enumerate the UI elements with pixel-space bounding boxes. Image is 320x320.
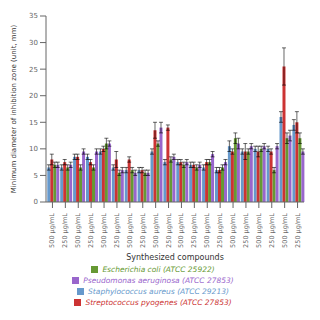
svg-text:35: 35 — [29, 12, 38, 20]
svg-text:500 µg/mL: 500 µg/mL — [100, 213, 108, 248]
svg-text:Synthesized compounds: Synthesized compounds — [126, 253, 224, 262]
svg-text:250 µg/mL: 250 µg/mL — [165, 213, 173, 248]
svg-text:250 µg/mL: 250 µg/mL — [242, 213, 250, 248]
svg-text:500 µg/mL: 500 µg/mL — [203, 213, 211, 248]
svg-text:30: 30 — [29, 39, 38, 47]
svg-text:20: 20 — [29, 92, 38, 100]
html-text:Streptococcus pyogenes (ATCC 2: Streptococcus pyogenes (ATCC 27853) — [85, 298, 232, 307]
svg-text:500 µg/mL: 500 µg/mL — [281, 213, 289, 248]
svg-text:10: 10 — [29, 145, 38, 153]
svg-text:250 µg/mL: 250 µg/mL — [87, 213, 95, 248]
svg-text:15: 15 — [29, 119, 38, 127]
svg-text:250 µg/mL: 250 µg/mL — [113, 213, 121, 248]
svg-text:500 µg/mL: 500 µg/mL — [177, 213, 185, 248]
svg-text:250 µg/mL: 250 µg/mL — [268, 213, 276, 248]
svg-text:500 µg/mL: 500 µg/mL — [255, 213, 263, 248]
svg-text:500 µg/mL: 500 µg/mL — [229, 213, 237, 248]
svg-text:500 µg/mL: 500 µg/mL — [48, 213, 56, 248]
html-text:Pseudomonas aeruginosa (ATCC 2: Pseudomonas aeruginosa (ATCC 27853) — [83, 276, 234, 285]
html-text:Escherichia coli (ATCC 25922): Escherichia coli (ATCC 25922) — [102, 265, 215, 274]
svg-text:500 µg/mL: 500 µg/mL — [126, 213, 134, 248]
svg-text:Minimum diameter of inhibition: Minimum diameter of inhibition zone (uni… — [10, 25, 18, 194]
svg-text:500 µg/mL: 500 µg/mL — [152, 213, 160, 248]
svg-text:250 µg/mL: 250 µg/mL — [216, 213, 224, 248]
svg-text:5: 5 — [34, 172, 38, 180]
svg-text:250 µg/mL: 250 µg/mL — [139, 213, 147, 248]
svg-text:250 µg/mL: 250 µg/mL — [61, 213, 69, 248]
svg-text:250 µg/mL: 250 µg/mL — [294, 213, 302, 248]
svg-text:250 µg/mL: 250 µg/mL — [190, 213, 198, 248]
html-text:Staphylococcus aureus (ATCC 29: Staphylococcus aureus (ATCC 29213) — [88, 287, 229, 296]
svg-text:500 µg/mL: 500 µg/mL — [74, 213, 82, 248]
svg-text:25: 25 — [29, 66, 38, 74]
svg-text:0: 0 — [34, 198, 38, 206]
